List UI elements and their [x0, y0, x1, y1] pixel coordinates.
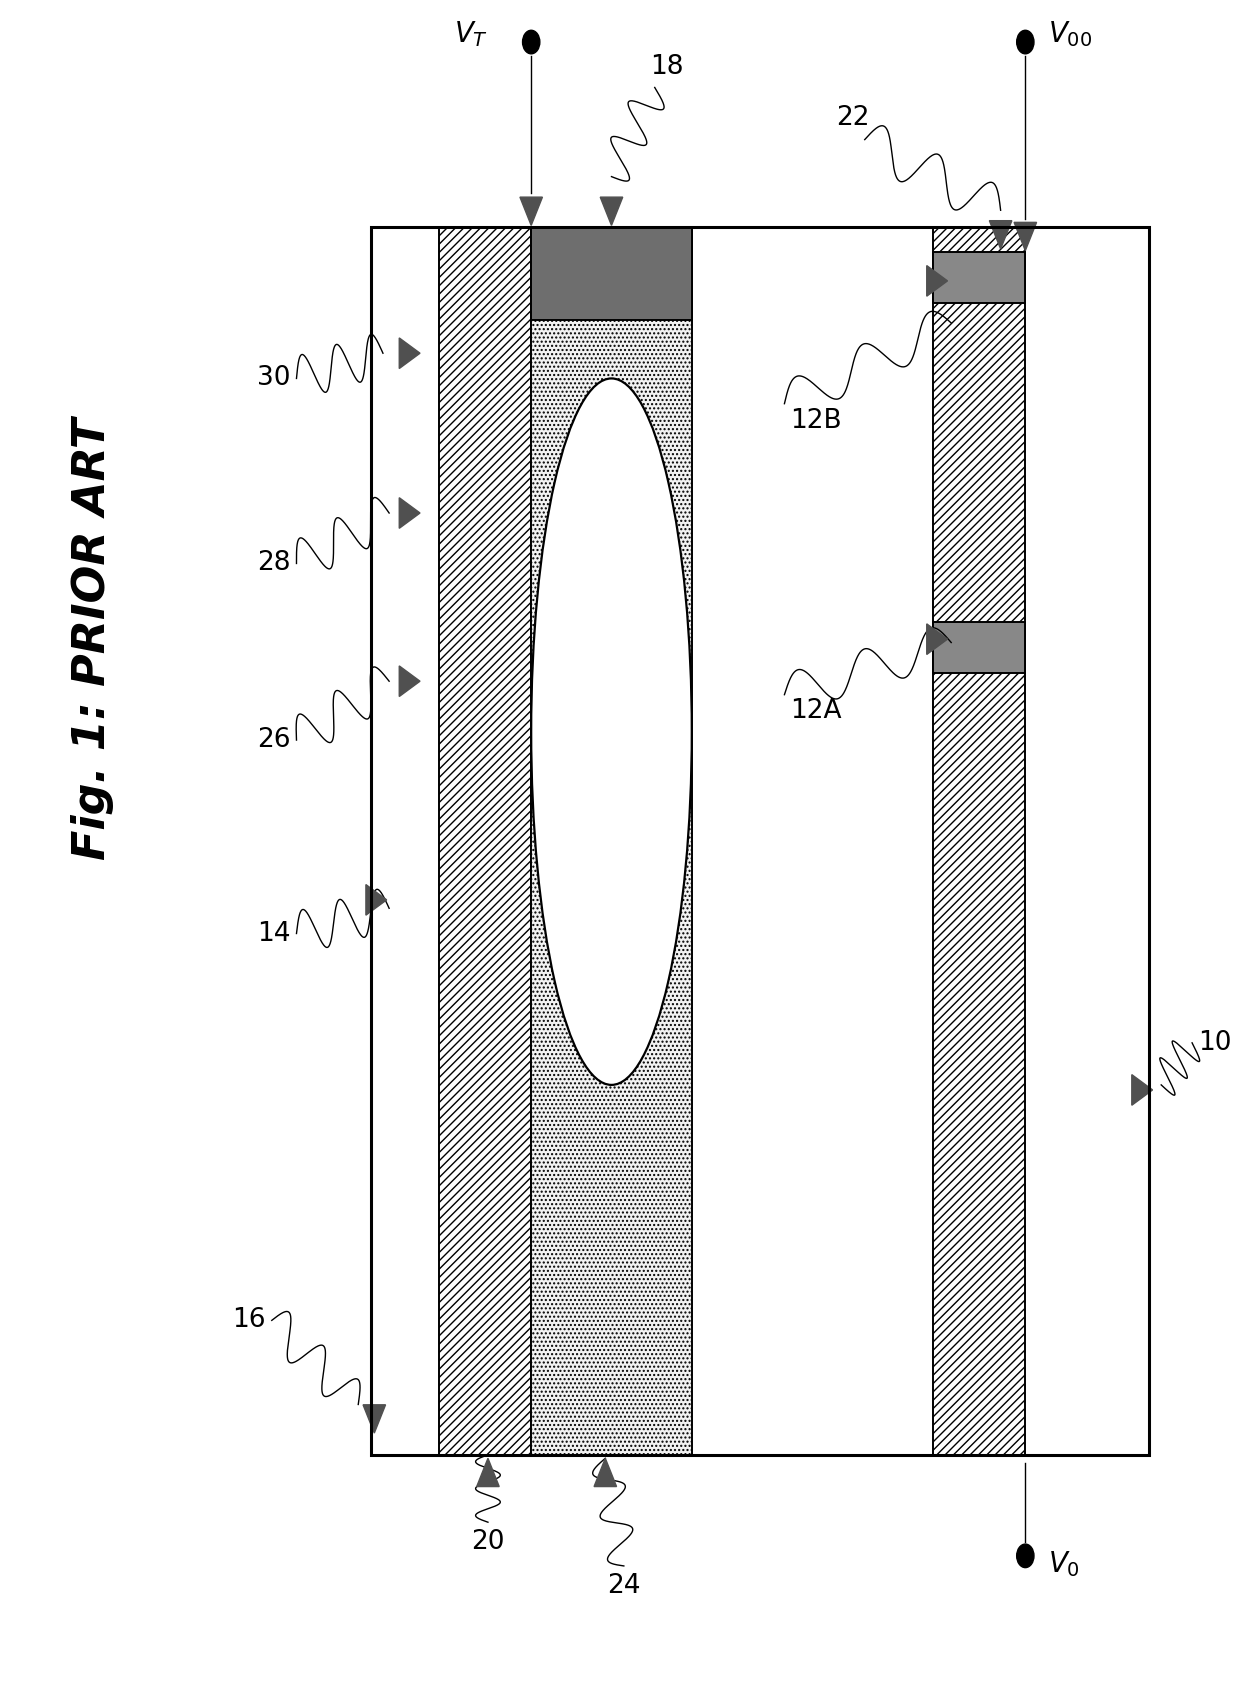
Text: 18: 18 — [650, 54, 683, 81]
Text: 28: 28 — [257, 550, 290, 577]
Polygon shape — [363, 1404, 386, 1433]
Text: 10: 10 — [1198, 1029, 1231, 1056]
Text: 14: 14 — [257, 920, 290, 947]
Polygon shape — [399, 498, 420, 528]
Polygon shape — [1014, 222, 1037, 251]
Polygon shape — [520, 197, 542, 225]
Text: 20: 20 — [471, 1529, 505, 1556]
Bar — [371, 227, 1148, 1455]
Polygon shape — [476, 1458, 500, 1487]
Circle shape — [522, 30, 539, 54]
Text: 12B: 12B — [791, 407, 842, 434]
Text: $V_0$: $V_0$ — [1048, 1549, 1080, 1579]
Bar — [932, 227, 1025, 1455]
Circle shape — [1017, 1544, 1034, 1568]
Text: Fig. 1: PRIOR ART: Fig. 1: PRIOR ART — [71, 419, 114, 860]
Polygon shape — [926, 266, 947, 296]
Text: 12A: 12A — [791, 698, 842, 725]
Polygon shape — [399, 666, 420, 696]
Text: 22: 22 — [836, 104, 869, 131]
Polygon shape — [366, 885, 387, 915]
Text: 24: 24 — [608, 1573, 641, 1600]
Bar — [371, 227, 1148, 1455]
Ellipse shape — [531, 378, 692, 1085]
Polygon shape — [594, 1458, 616, 1487]
Polygon shape — [600, 197, 622, 225]
Bar — [439, 227, 531, 1455]
Text: 16: 16 — [232, 1307, 265, 1334]
Text: $V_T$: $V_T$ — [454, 19, 489, 49]
Text: 26: 26 — [257, 727, 290, 754]
Text: $\theta$: $\theta$ — [608, 685, 627, 711]
Text: $V_{00}$: $V_{00}$ — [1048, 19, 1092, 49]
Polygon shape — [926, 624, 947, 654]
Bar — [932, 622, 1025, 673]
Polygon shape — [399, 338, 420, 368]
Bar — [531, 227, 692, 1455]
Bar — [932, 252, 1025, 303]
Polygon shape — [1132, 1075, 1152, 1105]
Text: 30: 30 — [257, 365, 290, 392]
Bar — [531, 227, 692, 320]
Circle shape — [1017, 30, 1034, 54]
Polygon shape — [990, 220, 1012, 249]
